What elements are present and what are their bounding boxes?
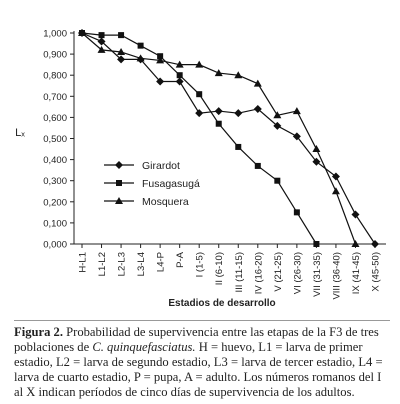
data-point bbox=[351, 210, 360, 219]
data-point bbox=[371, 240, 379, 248]
data-point bbox=[312, 157, 321, 166]
chart: Lₓ Estadios de desarrollo 0,000 0,100 0,20… bbox=[15, 29, 386, 309]
legend-marker bbox=[115, 197, 123, 204]
data-point bbox=[312, 145, 321, 153]
data-point bbox=[117, 47, 126, 55]
data-point bbox=[196, 91, 203, 98]
data-point bbox=[195, 60, 204, 68]
x-tick-label: L4-P bbox=[156, 252, 167, 272]
caption-species: C. quinquefasciatus. bbox=[92, 340, 196, 354]
x-tick-label: IX (41-45) bbox=[351, 252, 362, 294]
y-axis-title: Lₓ bbox=[15, 127, 25, 139]
y-tick-label: 0,800 bbox=[43, 71, 67, 82]
x-tick-label: VII (31-35) bbox=[312, 252, 323, 297]
data-point bbox=[195, 109, 204, 118]
caption: Figura 2. Probabilidad de supervivencia … bbox=[14, 320, 390, 400]
data-point bbox=[97, 37, 106, 46]
x-tick-label: I (1-5) bbox=[195, 252, 206, 277]
data-point bbox=[136, 54, 145, 62]
data-point bbox=[157, 53, 164, 60]
data-point bbox=[254, 162, 261, 169]
x-tick-label: III (11-15) bbox=[234, 252, 245, 292]
x-axis-title: Estadios de desarrollo bbox=[168, 298, 275, 309]
data-point bbox=[234, 109, 243, 118]
data-point bbox=[97, 45, 106, 53]
data-point bbox=[292, 107, 301, 115]
x-tick-label: H-L1 bbox=[78, 252, 89, 273]
series-line bbox=[81, 32, 357, 245]
y-tick-label: 0,900 bbox=[43, 50, 67, 61]
legend-marker bbox=[115, 161, 123, 169]
x-tick-label: II (6-10) bbox=[214, 252, 225, 285]
data-point bbox=[214, 69, 223, 77]
data-point bbox=[273, 111, 282, 119]
data-point bbox=[273, 121, 282, 130]
caption-text: Probabilidad de supervivencia entre las … bbox=[14, 325, 379, 354]
data-point bbox=[235, 143, 242, 150]
data-point bbox=[331, 172, 340, 181]
data-point bbox=[331, 187, 340, 195]
data-point bbox=[292, 132, 301, 141]
y-tick-label: 1,000 bbox=[43, 29, 67, 40]
x-tick-label: X (45-50) bbox=[371, 252, 382, 292]
y-tick-label: 0,700 bbox=[43, 92, 67, 103]
y-tick-label: 0,000 bbox=[43, 240, 67, 251]
data-point bbox=[175, 77, 184, 86]
data-point bbox=[118, 32, 125, 39]
x-tick-label: V (21-25) bbox=[273, 252, 284, 292]
data-point bbox=[117, 55, 126, 64]
data-point bbox=[156, 77, 165, 86]
x-tick-label: P-A bbox=[175, 251, 186, 268]
y-tick-label: 0,400 bbox=[43, 155, 67, 166]
y-tick-label: 0,500 bbox=[43, 134, 67, 145]
data-point bbox=[313, 241, 320, 247]
data-point bbox=[215, 120, 222, 127]
x-tick-label: VI (26-30) bbox=[292, 252, 303, 294]
data-point bbox=[253, 79, 262, 87]
caption-text: H = huevo, L1 = larva de primer estadio,… bbox=[14, 340, 383, 399]
legend-label: Girardot bbox=[142, 160, 180, 172]
data-point bbox=[175, 60, 184, 68]
x-tick-label: L2-L3 bbox=[117, 252, 128, 276]
data-point bbox=[351, 240, 360, 247]
data-point bbox=[234, 71, 243, 79]
series-line bbox=[81, 32, 376, 245]
legend-marker bbox=[116, 180, 122, 186]
x-tick-label: IV (16-20) bbox=[253, 252, 264, 294]
data-point bbox=[176, 72, 183, 79]
legend-label: Fusagasugá bbox=[142, 178, 200, 190]
y-tick-label: 0,600 bbox=[43, 113, 67, 124]
data-point bbox=[98, 32, 105, 39]
data-point bbox=[274, 177, 281, 184]
data-point bbox=[253, 104, 262, 113]
data-point bbox=[293, 209, 300, 216]
data-point bbox=[156, 56, 165, 64]
x-tick-label: L1-L2 bbox=[97, 252, 108, 276]
data-point bbox=[78, 29, 86, 36]
y-tick-label: 0,100 bbox=[43, 218, 67, 229]
y-tick-label: 0,300 bbox=[43, 176, 67, 187]
caption-label: Figura 2. bbox=[14, 325, 63, 339]
data-point bbox=[214, 107, 223, 116]
x-tick-label: L3-L4 bbox=[136, 252, 147, 276]
y-tick-label: 0,200 bbox=[43, 197, 67, 208]
x-tick-label: VIII (36-40) bbox=[331, 252, 342, 300]
data-point bbox=[137, 42, 144, 49]
legend-label: Mosquera bbox=[142, 196, 189, 208]
